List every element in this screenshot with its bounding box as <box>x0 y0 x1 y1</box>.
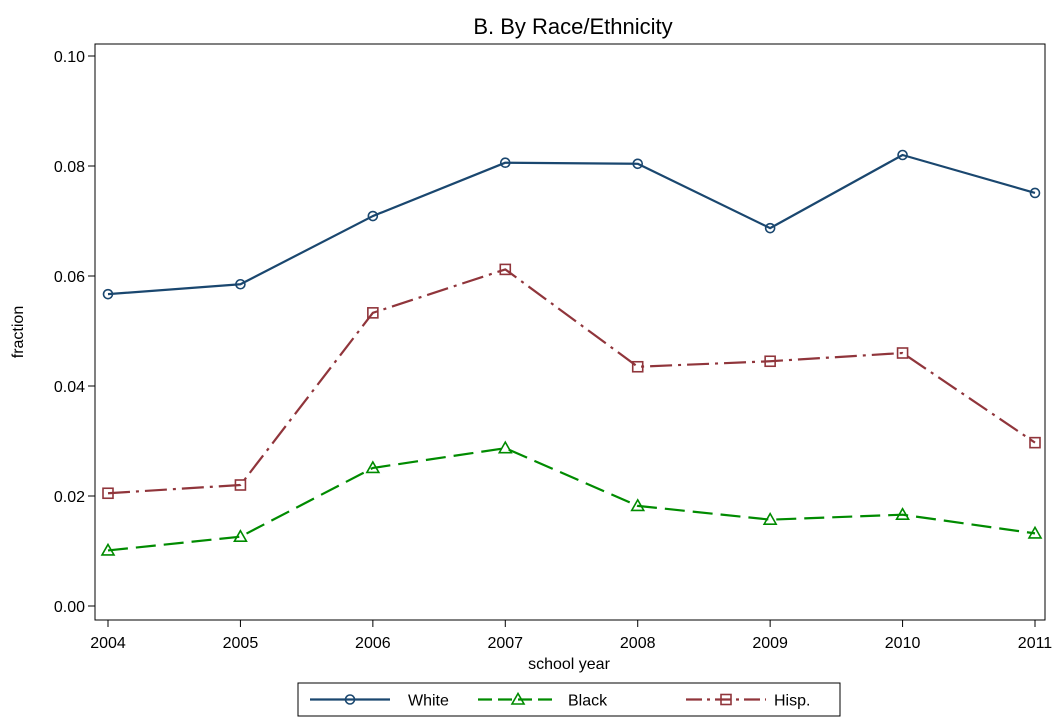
data-point <box>497 440 513 454</box>
x-axis-title: school year <box>528 656 610 673</box>
data-point <box>631 360 644 373</box>
data-point <box>499 157 511 168</box>
x-tick-label: 2004 <box>90 635 126 652</box>
y-tick-label: 0.08 <box>54 159 85 176</box>
data-point <box>234 479 247 491</box>
series-line <box>107 268 1036 495</box>
x-tick-label: 2008 <box>620 635 656 652</box>
data-point <box>499 263 512 276</box>
data-point <box>764 222 776 234</box>
legend-marker <box>344 694 356 705</box>
data-point <box>102 487 114 500</box>
data-point <box>896 347 909 359</box>
data-point <box>1029 436 1041 449</box>
x-tick-label: 2009 <box>752 635 788 652</box>
data-point <box>895 507 910 521</box>
y-tick-label: 0.02 <box>54 489 85 506</box>
y-tick-label: 0.10 <box>54 49 85 66</box>
plot-area-frame <box>94 43 1046 621</box>
y-axis: 0.00 0.02 0.04 0.06 0.08 0.10 <box>54 49 95 616</box>
data-point <box>367 210 379 222</box>
x-tick-label: 2007 <box>487 635 523 652</box>
legend-item: Black <box>478 691 608 710</box>
legend-marker <box>720 693 732 706</box>
series-line <box>107 447 1036 552</box>
y-tick-label: 0.00 <box>54 599 85 616</box>
series-hisp <box>102 263 1041 500</box>
legend-item: Hisp. <box>686 693 810 710</box>
legend: White Black Hisp. <box>297 682 841 717</box>
data-point <box>365 460 381 474</box>
data-point <box>235 278 246 290</box>
series-white <box>102 149 1041 300</box>
series-layer <box>100 149 1043 556</box>
data-point <box>102 288 114 300</box>
legend-item: White <box>310 693 449 710</box>
x-tick-label: 2006 <box>355 635 391 652</box>
data-point <box>100 542 116 556</box>
y-tick-label: 0.06 <box>54 269 85 286</box>
x-tick-label: 2005 <box>223 635 259 652</box>
x-tick-label: 2011 <box>1018 635 1053 652</box>
data-point <box>1027 525 1043 539</box>
y-axis-title: fraction <box>10 306 27 358</box>
series-line <box>107 153 1036 296</box>
series-black <box>100 440 1043 556</box>
data-point <box>632 158 644 170</box>
x-axis: 2004 2005 2006 2007 2008 2009 2010 2011 <box>90 620 1052 652</box>
y-tick-label: 0.04 <box>54 379 85 396</box>
data-point <box>630 498 646 512</box>
data-point <box>233 529 248 543</box>
legend-label: White <box>408 693 449 710</box>
data-point <box>897 149 908 161</box>
data-point <box>367 307 379 319</box>
x-tick-label: 2010 <box>885 635 921 652</box>
data-point <box>1029 187 1041 199</box>
legend-marker <box>510 691 526 705</box>
legend-label: Hisp. <box>774 693 810 710</box>
data-point <box>764 355 776 368</box>
legend-label: Black <box>568 693 608 710</box>
chart-title: B. By Race/Ethnicity <box>473 14 672 39</box>
data-point <box>762 512 778 525</box>
